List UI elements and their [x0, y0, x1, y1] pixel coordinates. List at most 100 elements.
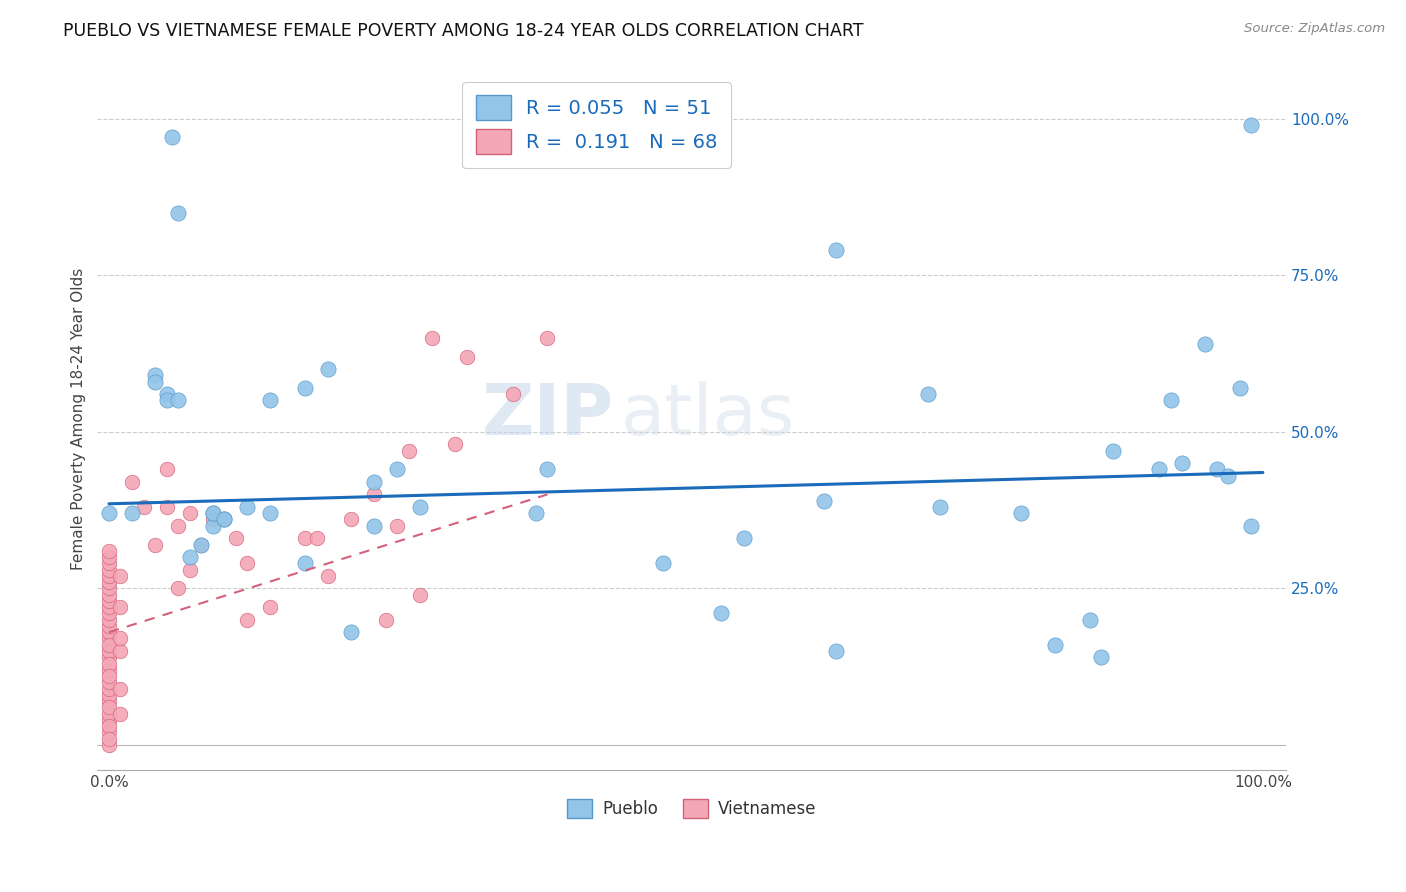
Point	[97, 700, 120, 714]
Point	[179, 549, 201, 564]
Point	[409, 588, 432, 602]
Point	[97, 719, 120, 733]
Point	[97, 588, 120, 602]
Point	[456, 350, 478, 364]
Text: Source: ZipAtlas.com: Source: ZipAtlas.com	[1244, 22, 1385, 36]
Point	[733, 531, 755, 545]
Point	[97, 632, 120, 646]
Point	[524, 506, 547, 520]
Point	[201, 518, 224, 533]
Point	[97, 725, 120, 739]
Point	[97, 594, 120, 608]
Point	[97, 506, 120, 520]
Point	[813, 493, 835, 508]
Point	[97, 738, 120, 752]
Point	[236, 613, 259, 627]
Point	[340, 512, 363, 526]
Point	[167, 582, 190, 596]
Point	[236, 500, 259, 514]
Point	[236, 557, 259, 571]
Point	[709, 607, 731, 621]
Point	[97, 669, 120, 683]
Point	[387, 462, 409, 476]
Point	[121, 506, 143, 520]
Point	[190, 537, 212, 551]
Point	[316, 362, 339, 376]
Point	[259, 506, 281, 520]
Point	[97, 613, 120, 627]
Y-axis label: Female Poverty Among 18-24 Year Olds: Female Poverty Among 18-24 Year Olds	[72, 268, 86, 570]
Point	[201, 506, 224, 520]
Point	[97, 694, 120, 708]
Point	[110, 706, 132, 721]
Point	[409, 500, 432, 514]
Point	[214, 512, 236, 526]
Point	[1171, 456, 1194, 470]
Point	[155, 462, 177, 476]
Point	[155, 393, 177, 408]
Point	[651, 557, 673, 571]
Legend: Pueblo, Vietnamese: Pueblo, Vietnamese	[561, 792, 823, 825]
Point	[1043, 638, 1066, 652]
Point	[97, 543, 120, 558]
Point	[97, 675, 120, 690]
Point	[97, 582, 120, 596]
Point	[1078, 613, 1101, 627]
Point	[316, 569, 339, 583]
Point	[225, 531, 247, 545]
Point	[1205, 462, 1227, 476]
Point	[110, 681, 132, 696]
Point	[97, 681, 120, 696]
Point	[420, 331, 443, 345]
Point	[97, 731, 120, 746]
Point	[214, 512, 236, 526]
Point	[1240, 118, 1263, 132]
Point	[97, 563, 120, 577]
Point	[190, 537, 212, 551]
Point	[97, 650, 120, 665]
Point	[97, 619, 120, 633]
Point	[444, 437, 467, 451]
Point	[363, 487, 385, 501]
Point	[97, 657, 120, 671]
Text: PUEBLO VS VIETNAMESE FEMALE POVERTY AMONG 18-24 YEAR OLDS CORRELATION CHART: PUEBLO VS VIETNAMESE FEMALE POVERTY AMON…	[63, 22, 863, 40]
Point	[143, 375, 166, 389]
Point	[97, 706, 120, 721]
Point	[167, 205, 190, 219]
Point	[536, 331, 558, 345]
Point	[110, 600, 132, 615]
Point	[155, 500, 177, 514]
Point	[825, 243, 848, 257]
Point	[928, 500, 950, 514]
Point	[259, 393, 281, 408]
Point	[110, 644, 132, 658]
Point	[155, 387, 177, 401]
Point	[363, 518, 385, 533]
Point	[294, 381, 316, 395]
Point	[97, 625, 120, 640]
Point	[502, 387, 524, 401]
Point	[110, 632, 132, 646]
Point	[97, 663, 120, 677]
Point	[1160, 393, 1182, 408]
Point	[97, 644, 120, 658]
Point	[1218, 468, 1240, 483]
Point	[97, 688, 120, 702]
Point	[167, 393, 190, 408]
Point	[143, 368, 166, 383]
Point	[179, 506, 201, 520]
Point	[167, 518, 190, 533]
Point	[1240, 518, 1263, 533]
Point	[162, 130, 184, 145]
Point	[1102, 443, 1125, 458]
Point	[363, 475, 385, 489]
Point	[97, 600, 120, 615]
Point	[1147, 462, 1170, 476]
Point	[179, 563, 201, 577]
Text: atlas: atlas	[620, 381, 794, 450]
Point	[201, 506, 224, 520]
Point	[132, 500, 155, 514]
Point	[825, 644, 848, 658]
Point	[398, 443, 420, 458]
Point	[340, 625, 363, 640]
